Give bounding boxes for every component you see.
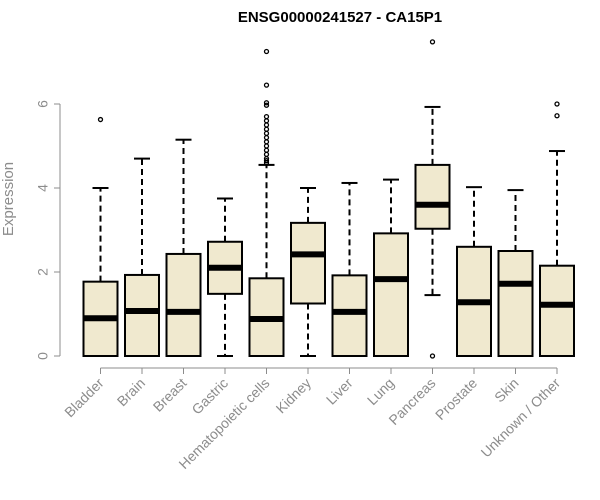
box-breast	[165, 138, 202, 357]
y-tick-label: 6	[35, 100, 51, 108]
box-lung	[373, 178, 409, 357]
outlier-point	[263, 143, 270, 149]
box-gastric	[207, 197, 243, 357]
box-bladder	[82, 116, 119, 357]
outlier-point	[263, 126, 270, 132]
x-tick-label: Liver	[323, 375, 356, 408]
x-tick-label: Unknown / Other	[478, 375, 564, 461]
outlier-point	[429, 39, 436, 45]
outlier-point	[263, 82, 270, 88]
outlier-point	[263, 158, 270, 164]
y-axis-label: Expression	[0, 162, 17, 236]
y-axis: 0 2 4 6	[35, 100, 61, 360]
boxes-group	[82, 39, 575, 359]
x-tick-label: Bladder	[61, 375, 107, 421]
y-tick-label: 2	[35, 268, 51, 276]
chart-title: ENSG00000241527 - CA15P1	[238, 9, 442, 26]
x-tick-label: Lung	[364, 375, 397, 408]
outlier-point	[263, 113, 270, 120]
box-pancreas	[414, 39, 451, 359]
box-rect	[539, 264, 575, 358]
outlier-point	[263, 134, 270, 141]
box-rect	[165, 252, 202, 357]
outlier-point	[263, 102, 270, 108]
box-rect	[290, 221, 326, 305]
box-hematopoietic-cells	[248, 48, 285, 357]
box-unknown-other	[539, 101, 575, 358]
outlier-point	[263, 130, 270, 137]
y-tick-label: 4	[35, 184, 51, 192]
outlier-point	[429, 353, 436, 359]
box-kidney	[290, 187, 326, 357]
outlier-point	[263, 147, 270, 153]
outlier-point	[263, 122, 270, 128]
x-tick-label: Breast	[150, 375, 190, 415]
box-rect	[373, 232, 409, 357]
box-rect	[414, 163, 451, 230]
box-brain	[124, 157, 160, 357]
y-tick-label: 0	[35, 352, 51, 360]
outlier-point	[554, 113, 560, 119]
box-liver	[331, 181, 368, 357]
outlier-point	[263, 48, 270, 55]
outlier-point	[263, 100, 270, 106]
outlier-point	[263, 118, 270, 124]
outlier-point	[97, 116, 104, 123]
outlier-point	[554, 101, 560, 107]
x-tick-label: Brain	[114, 375, 148, 409]
box-rect	[124, 273, 160, 357]
box-rect	[497, 250, 534, 357]
outlier-point	[263, 151, 270, 158]
x-tick-label: Skin	[491, 375, 522, 406]
x-tick-label: Prostate	[432, 375, 480, 423]
box-rect	[331, 274, 368, 357]
box-prostate	[456, 186, 492, 357]
box-skin	[497, 189, 534, 357]
outlier-point	[263, 139, 270, 145]
x-tick-label: Kidney	[273, 375, 315, 417]
